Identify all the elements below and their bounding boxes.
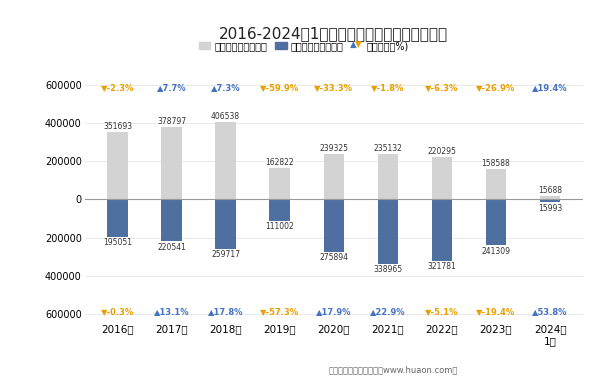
Bar (270, 199, 290, 221)
Text: ▼-5.1%: ▼-5.1% (425, 307, 459, 316)
Bar (432, 157, 452, 199)
Bar (377, 155, 398, 199)
Bar (161, 127, 182, 199)
Text: 239325: 239325 (319, 144, 348, 153)
Bar (486, 169, 507, 199)
Text: 321781: 321781 (428, 262, 456, 271)
Text: 158588: 158588 (481, 159, 510, 168)
Bar (540, 196, 560, 199)
Text: 338965: 338965 (373, 265, 402, 274)
Text: 220295: 220295 (428, 147, 456, 156)
Text: ▼-59.9%: ▼-59.9% (260, 83, 299, 92)
Text: 235132: 235132 (373, 144, 402, 153)
Bar (377, 199, 398, 264)
Bar (215, 122, 236, 199)
Bar (324, 199, 344, 252)
Text: 406538: 406538 (211, 112, 240, 121)
Bar (107, 199, 128, 237)
Text: ▲7.3%: ▲7.3% (211, 83, 240, 92)
Text: 15993: 15993 (538, 203, 562, 212)
Text: ▼-2.3%: ▼-2.3% (101, 83, 134, 92)
Text: 259717: 259717 (211, 250, 240, 259)
Bar (161, 199, 182, 241)
Text: ▼-1.8%: ▼-1.8% (371, 83, 404, 92)
Text: 241309: 241309 (481, 247, 511, 256)
Text: 制图：华经产业研究院（www.huaon.com）: 制图：华经产业研究院（www.huaon.com） (329, 365, 458, 374)
Bar (324, 154, 344, 199)
Text: ▼-33.3%: ▼-33.3% (315, 83, 353, 92)
Text: ▼-0.3%: ▼-0.3% (101, 307, 134, 316)
Text: 15688: 15688 (538, 186, 562, 195)
Title: 2016-2024年1月漕河泾综合保税区进、出口额: 2016-2024年1月漕河泾综合保税区进、出口额 (219, 26, 448, 41)
Text: ▲19.4%: ▲19.4% (532, 83, 568, 92)
Text: ▲7.7%: ▲7.7% (157, 83, 187, 92)
Text: 195051: 195051 (103, 238, 132, 247)
Text: ▲22.9%: ▲22.9% (370, 307, 405, 316)
Bar (432, 199, 452, 261)
Text: 351693: 351693 (103, 122, 132, 131)
Text: ▲13.1%: ▲13.1% (154, 307, 190, 316)
Text: 275894: 275894 (319, 253, 348, 262)
Legend: 出口总额（万美元）, 进口总额（万美元）, 同比增速（%): 出口总额（万美元）, 进口总额（万美元）, 同比增速（%) (195, 37, 413, 55)
Text: ▲53.8%: ▲53.8% (532, 307, 568, 316)
Bar (270, 168, 290, 199)
Bar (107, 132, 128, 199)
Bar (215, 199, 236, 249)
Text: ▼-57.3%: ▼-57.3% (260, 307, 299, 316)
Text: ▼-19.4%: ▼-19.4% (477, 307, 515, 316)
Bar (486, 199, 507, 246)
Text: 378797: 378797 (157, 117, 186, 126)
Text: 220541: 220541 (157, 243, 186, 252)
Text: ▼-6.3%: ▼-6.3% (425, 83, 459, 92)
Bar (540, 199, 560, 202)
Text: 162822: 162822 (266, 158, 294, 167)
Text: ▼-26.9%: ▼-26.9% (477, 83, 515, 92)
Text: ▲17.8%: ▲17.8% (208, 307, 243, 316)
Text: 111002: 111002 (266, 222, 294, 231)
Text: ▲17.9%: ▲17.9% (316, 307, 352, 316)
